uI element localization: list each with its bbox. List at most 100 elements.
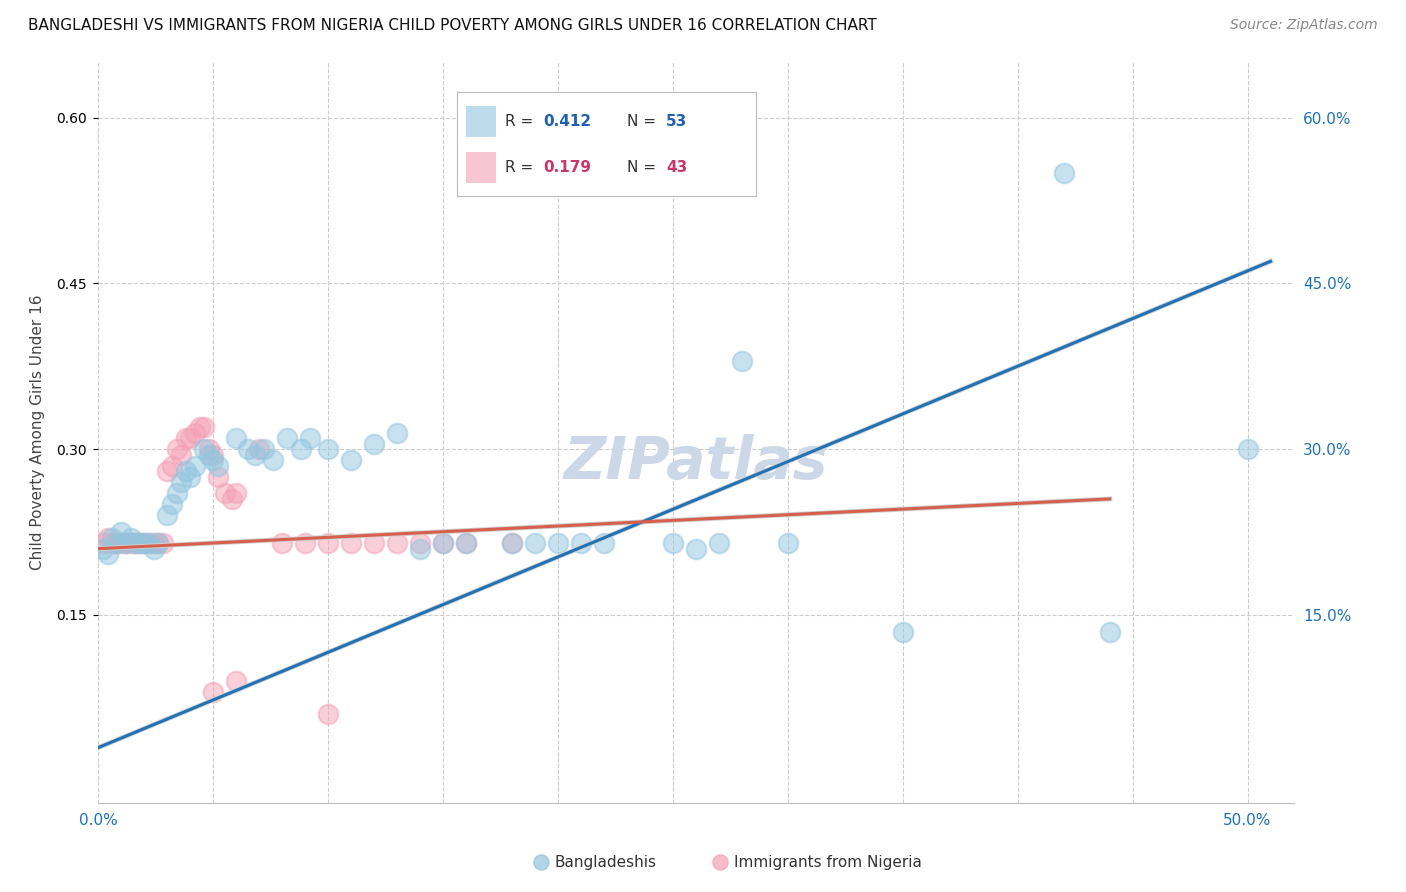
Point [707, 536, 730, 550]
Point [225, 431, 247, 445]
Point [569, 536, 592, 550]
Point [101, 536, 124, 550]
Point [124, 536, 146, 550]
Point [202, 453, 225, 467]
Text: BANGLADESHI VS IMMIGRANTS FROM NIGERIA CHILD POVERTY AMONG GIRLS UNDER 16 CORREL: BANGLADESHI VS IMMIGRANTS FROM NIGERIA C… [28, 18, 877, 33]
Point [225, 486, 247, 500]
Point [385, 536, 409, 550]
Point [409, 536, 432, 550]
Point [731, 353, 754, 368]
Point [1282, 862, 1305, 876]
Point [225, 674, 247, 689]
Point [148, 536, 170, 550]
Point [166, 442, 188, 457]
Point [221, 491, 243, 506]
Point [243, 448, 266, 462]
Point [316, 707, 339, 722]
Point [385, 425, 409, 440]
Point [236, 442, 259, 457]
Point [115, 536, 138, 550]
Point [97, 531, 120, 545]
Point [120, 536, 142, 550]
Point [776, 536, 799, 550]
Point [138, 536, 160, 550]
Point [193, 420, 215, 434]
Point [938, 862, 960, 876]
Point [124, 536, 146, 550]
Point [524, 536, 547, 550]
Point [138, 536, 160, 550]
Point [148, 536, 170, 550]
Point [214, 486, 236, 500]
Point [501, 536, 523, 550]
Point [115, 536, 138, 550]
Point [105, 536, 128, 550]
Point [340, 453, 363, 467]
Point [197, 448, 219, 462]
Point [363, 536, 385, 550]
Point [91, 536, 114, 550]
Point [409, 541, 432, 556]
Point [184, 425, 207, 440]
Point [134, 536, 156, 550]
Point [156, 464, 179, 478]
Point [156, 508, 179, 523]
Point [188, 420, 211, 434]
Point [160, 458, 183, 473]
Point [1098, 624, 1121, 639]
Point [97, 547, 120, 561]
Point [253, 442, 276, 457]
Point [170, 475, 193, 490]
Point [202, 448, 225, 462]
Point [432, 536, 454, 550]
Point [271, 536, 294, 550]
Point [294, 536, 316, 550]
Point [432, 536, 454, 550]
Point [298, 431, 321, 445]
Point [179, 431, 201, 445]
Point [184, 458, 207, 473]
Point [456, 536, 478, 550]
Point [166, 486, 188, 500]
Point [207, 470, 229, 484]
Y-axis label: Child Poverty Among Girls Under 16: Child Poverty Among Girls Under 16 [30, 295, 45, 570]
Point [891, 624, 914, 639]
Point [193, 442, 215, 457]
Point [662, 536, 685, 550]
Point [110, 524, 132, 539]
Point [174, 431, 197, 445]
Point [152, 536, 174, 550]
Point [128, 536, 150, 550]
Point [1236, 442, 1258, 457]
Text: Bangladeshis: Bangladeshis [555, 855, 657, 870]
Point [290, 442, 312, 457]
Point [142, 536, 165, 550]
Point [110, 536, 132, 550]
Text: Immigrants from Nigeria: Immigrants from Nigeria [734, 855, 922, 870]
Point [316, 442, 339, 457]
Point [202, 685, 225, 699]
Point [160, 498, 183, 512]
Point [101, 531, 124, 545]
Point [197, 442, 219, 457]
Point [1053, 166, 1076, 180]
Point [262, 453, 284, 467]
Text: Source: ZipAtlas.com: Source: ZipAtlas.com [1230, 18, 1378, 32]
Point [91, 541, 114, 556]
Point [247, 442, 270, 457]
Point [142, 541, 165, 556]
Point [363, 436, 385, 450]
Point [501, 536, 523, 550]
Point [547, 536, 569, 550]
Point [456, 536, 478, 550]
Point [170, 448, 193, 462]
Point [134, 536, 156, 550]
Point [685, 541, 707, 556]
Text: ZIPatlas: ZIPatlas [564, 434, 828, 491]
Point [207, 458, 229, 473]
Point [120, 531, 142, 545]
Point [179, 470, 201, 484]
Point [174, 464, 197, 478]
Point [316, 536, 339, 550]
Point [276, 431, 298, 445]
